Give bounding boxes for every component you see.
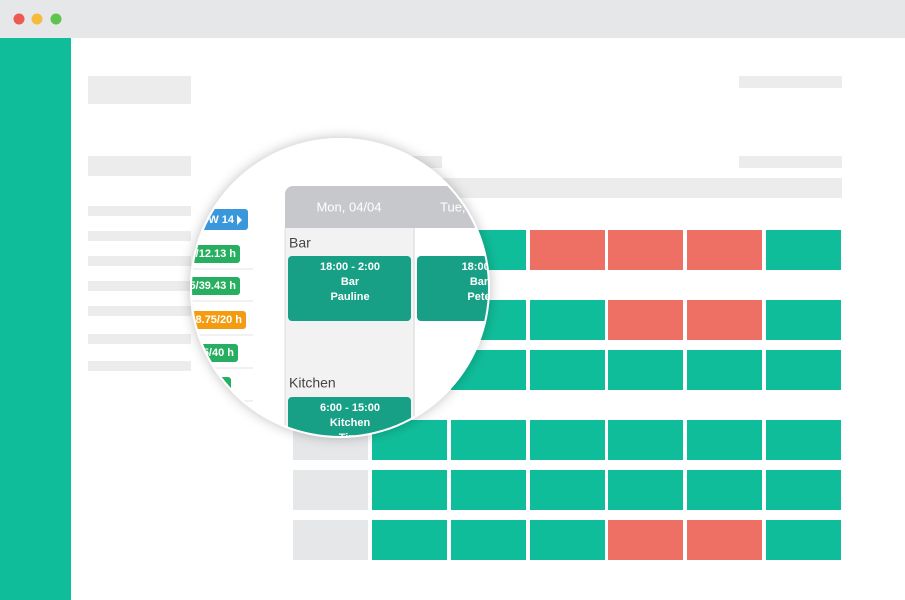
shift-employee: Pete: [467, 291, 490, 303]
hours-label: /12.13 h: [196, 248, 237, 260]
grid-cell[interactable]: [530, 420, 605, 460]
shift-time: 6:00 - 15:00: [320, 402, 380, 414]
hours-badge: [192, 277, 240, 295]
shift-role: Bar: [470, 276, 489, 288]
grid-cell[interactable]: [372, 470, 447, 510]
sidebar: [0, 38, 71, 600]
hours-label: 5/40 h: [203, 347, 234, 359]
min-dot[interactable]: [31, 13, 43, 25]
group-label: Kitchen: [289, 375, 336, 391]
shift-card[interactable]: [288, 256, 411, 321]
day-label: Mon, 04/04: [316, 199, 381, 214]
hours-label: 8.75/20 h: [196, 314, 243, 326]
grid-cell[interactable]: [530, 470, 605, 510]
grid-cell[interactable]: [530, 520, 605, 560]
close-dot[interactable]: [13, 13, 25, 25]
grid-cell[interactable]: [687, 520, 762, 560]
grid-cell[interactable]: [687, 300, 762, 340]
grid-cell[interactable]: [608, 470, 683, 510]
grid-cell[interactable]: [608, 350, 683, 390]
grid-cell[interactable]: [766, 300, 841, 340]
week-label: W 14: [208, 214, 235, 226]
grid-cell[interactable]: [687, 350, 762, 390]
shift-time: 18:00 -: [462, 261, 497, 273]
grid-cell[interactable]: [608, 420, 683, 460]
grid-cell[interactable]: [766, 230, 841, 270]
grid-cell[interactable]: [530, 230, 605, 270]
grid-cell[interactable]: [530, 300, 605, 340]
grid-cell[interactable]: [451, 520, 526, 560]
grid-cell[interactable]: [451, 470, 526, 510]
hours-badge: [192, 311, 246, 329]
grid-cell[interactable]: [687, 470, 762, 510]
shift-employee: Tina: [339, 432, 362, 444]
grid-cell[interactable]: [608, 230, 683, 270]
grid-cell[interactable]: [530, 350, 605, 390]
grid-cell[interactable]: [608, 520, 683, 560]
grid-cell[interactable]: [372, 520, 447, 560]
shift-time: 18:00 - 2:00: [320, 261, 380, 273]
week-arrow: [237, 215, 242, 225]
grid-cell[interactable]: [766, 520, 841, 560]
day-label: Tue,: [440, 199, 466, 214]
grid-cell[interactable]: [451, 420, 526, 460]
title-bar: [0, 0, 905, 38]
shift-role: Bar: [341, 276, 360, 288]
grid-cell[interactable]: [608, 300, 683, 340]
grid-cell[interactable]: [293, 520, 368, 560]
shift-employee: Pauline: [330, 291, 369, 303]
grid-cell[interactable]: [766, 470, 841, 510]
shift-card[interactable]: [288, 397, 411, 462]
grid-cell[interactable]: [687, 230, 762, 270]
grid-cell[interactable]: [293, 470, 368, 510]
grid-cell[interactable]: [766, 420, 841, 460]
shift-card[interactable]: [417, 256, 540, 321]
grid-cell[interactable]: [687, 420, 762, 460]
grid-cell[interactable]: [766, 350, 841, 390]
shift-role: Kitchen: [330, 417, 371, 429]
group-label: Bar: [289, 235, 311, 251]
hours-label: 5/39.43 h: [190, 280, 237, 292]
max-dot[interactable]: [50, 13, 62, 25]
hours-badge: [192, 377, 231, 395]
